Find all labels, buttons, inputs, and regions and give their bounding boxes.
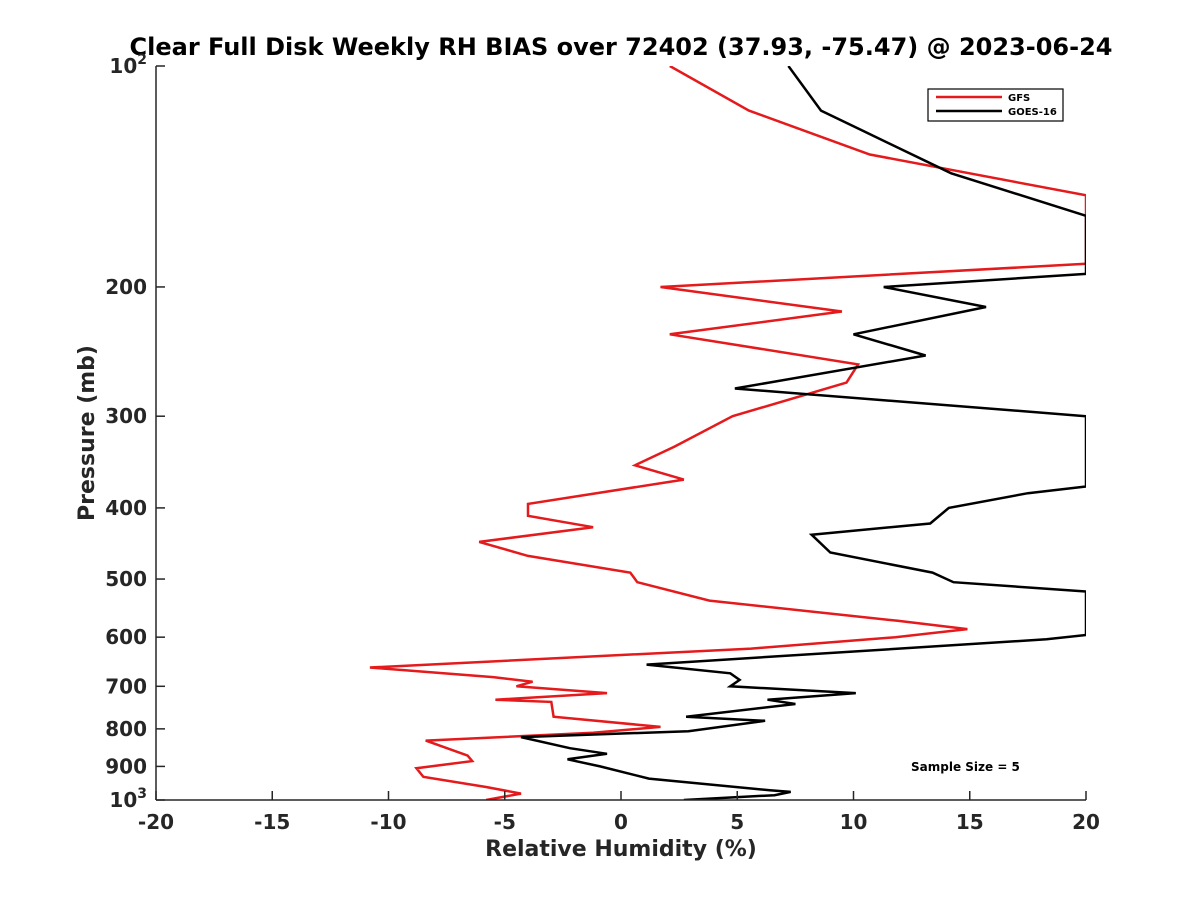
x-axis-label: Relative Humidity (%) [485, 837, 757, 862]
y-tick-label: 102 [109, 52, 147, 78]
y-axis-label: Pressure (mb) [75, 345, 100, 521]
y-tick-base: 10 [109, 788, 137, 812]
x-tick-label: 5 [730, 810, 744, 834]
y-tick-label: 600 [105, 625, 147, 649]
plot-area: -20 -15 -10 -5 0 5 10 15 20102200300400500600700… [105, 52, 1100, 834]
y-tick-label: 200 [105, 275, 147, 299]
chart-title: Clear Full Disk Weekly RH BIAS over 7240… [130, 33, 1113, 61]
legend-label-gfs: GFS [1008, 93, 1030, 104]
y-tick-exponent: 2 [137, 52, 147, 68]
x-tick-label: -5 [494, 810, 516, 834]
legend-box [927, 88, 1064, 122]
x-tick-label: 10 [840, 810, 868, 834]
y-tick-label: 500 [105, 567, 147, 591]
series-line-goes16 [520, 66, 1086, 800]
sample-size-annotation: Sample Size = 5 [911, 760, 1020, 774]
y-tick-label: 400 [105, 496, 147, 520]
x-tick-label: 20 [1072, 810, 1100, 834]
y-tick-label: 800 [105, 717, 147, 741]
x-tick-label: -15 [254, 810, 290, 834]
x-tick-label: 15 [956, 810, 984, 834]
y-tick-label: 300 [105, 404, 147, 428]
x-tick-label: -20 [138, 810, 174, 834]
y-tick-exponent: 3 [137, 786, 147, 802]
series-layer [369, 66, 1086, 800]
legend: GFS GOES-16 [927, 88, 1064, 122]
y-tick-label: 900 [105, 754, 147, 778]
axes-layer: -20 -15 -10 -5 0 5 10 15 20102200300400500600700… [105, 52, 1100, 834]
series-line-gfs [369, 66, 1086, 800]
legend-label-goes16: GOES-16 [1008, 107, 1057, 118]
x-tick-label: -10 [370, 810, 406, 834]
x-tick-label: 0 [614, 810, 628, 834]
y-tick-label: 700 [105, 674, 147, 698]
y-tick-base: 10 [109, 54, 137, 78]
y-tick-label: 103 [109, 786, 147, 812]
